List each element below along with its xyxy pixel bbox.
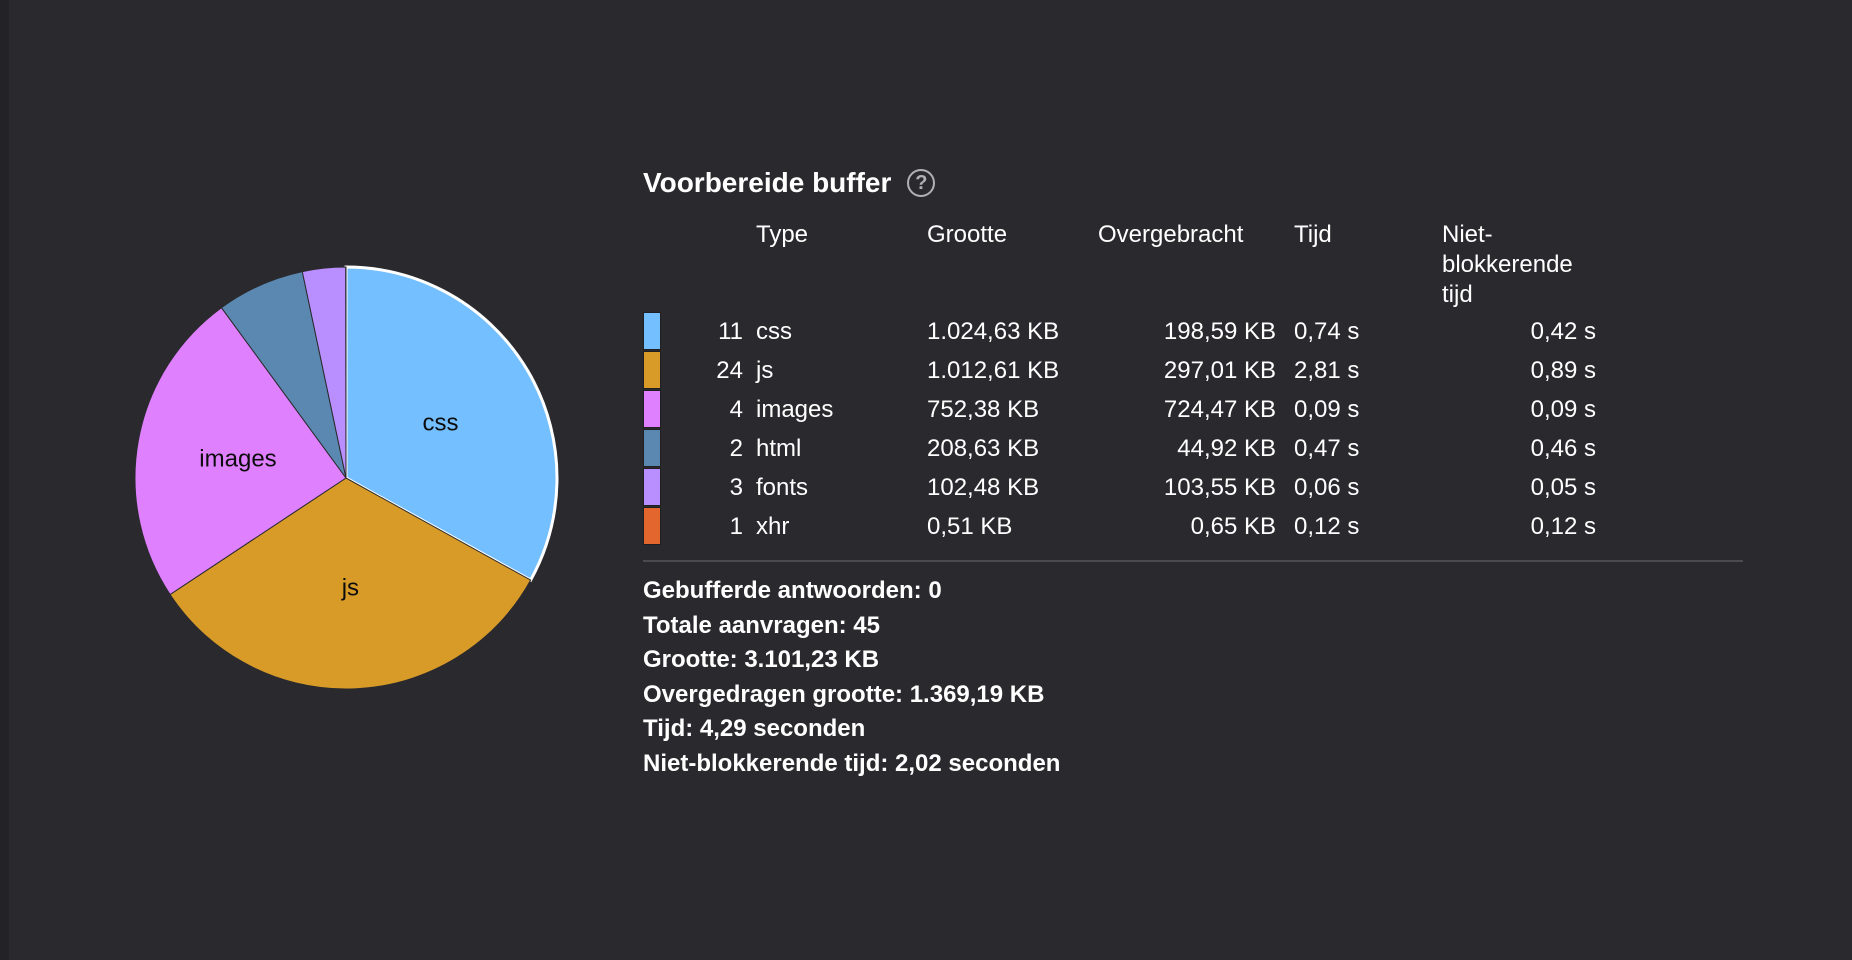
pie-slice-images[interactable] (134, 306, 347, 596)
row-transferred: 44,92 KB (1177, 434, 1276, 462)
row-count: 2 (729, 434, 743, 462)
row-count: 11 (718, 317, 743, 345)
summary-buffered: Gebufferde antwoorden: 0 (643, 577, 942, 604)
left-edge-strip (0, 0, 9, 960)
color-swatch (643, 468, 661, 506)
row-type: xhr (756, 512, 790, 540)
table-row: 3 fonts 102,48 KB 103,55 KB 0,06 s 0,05 s (643, 468, 1632, 507)
row-time: 0,09 s (1294, 395, 1360, 423)
row-nonblocking: 0,12 s (1530, 512, 1596, 540)
row-type: images (756, 395, 834, 423)
pie-label-images: images (199, 446, 276, 473)
row-nonblocking: 0,42 s (1530, 317, 1596, 345)
row-size: 102,48 KB (927, 473, 1040, 501)
table-row: 1 xhr 0,51 KB 0,65 KB 0,12 s 0,12 s (643, 507, 1632, 546)
table-row: 2 html 208,63 KB 44,92 KB 0,47 s 0,46 s (643, 429, 1632, 468)
swatch-cell (643, 468, 661, 507)
color-swatch (643, 507, 661, 545)
row-nonblocking: 0,89 s (1530, 356, 1596, 384)
row-count: 4 (729, 395, 743, 423)
row-transferred: 0,65 KB (1190, 512, 1276, 540)
row-type: js (756, 356, 774, 384)
row-size: 752,38 KB (927, 395, 1040, 423)
row-size: 1.012,61 KB (927, 356, 1060, 384)
color-swatch (643, 390, 661, 428)
row-time: 0,74 s (1294, 317, 1360, 345)
header-nonblocking: Niet- blokkerende tijd (1442, 220, 1632, 312)
stats-panel: Voorbereide buffer ? Type Grootte Overge… (643, 160, 1743, 781)
row-transferred: 297,01 KB (1163, 356, 1276, 384)
swatch-cell (643, 390, 661, 429)
swatch-cell (643, 312, 661, 351)
row-nonblocking: 0,09 s (1530, 395, 1596, 423)
row-type: css (756, 317, 792, 345)
color-swatch (643, 429, 661, 467)
table-header-row: Type Grootte Overgebracht Tijd Niet- blo… (643, 220, 1632, 312)
color-swatch (643, 351, 661, 389)
header-type: Type (756, 221, 809, 248)
header-size: Grootte (927, 221, 1008, 248)
row-count: 1 (729, 512, 743, 540)
panel-title: Voorbereide buffer (643, 167, 892, 198)
pie-slice-js[interactable] (169, 477, 532, 690)
row-transferred: 103,55 KB (1163, 473, 1276, 501)
pie-slice-css[interactable] (344, 265, 559, 583)
swatch-cell (643, 351, 661, 390)
divider (643, 560, 1743, 562)
row-time: 0,06 s (1294, 473, 1360, 501)
summary-size: Grootte: 3.101,23 KB (643, 646, 880, 673)
table-row: 24 js 1.012,61 KB 297,01 KB 2,81 s 0,89 s (643, 351, 1632, 390)
header-swatch (643, 220, 661, 312)
summary-time: Tijd: 4,29 seconden (643, 715, 866, 742)
row-transferred: 724,47 KB (1163, 395, 1276, 423)
summary-nonblocking: Niet-blokkerende tijd: 2,02 seconden (643, 749, 1061, 777)
pie-label-js: js (341, 575, 359, 602)
color-swatch (643, 312, 661, 350)
row-time: 0,47 s (1294, 434, 1360, 462)
pie-chart-svg: css js images (134, 265, 559, 690)
header-time: Tijd (1294, 221, 1332, 248)
row-count: 3 (729, 473, 743, 501)
panel-header: Voorbereide buffer ? (643, 160, 1743, 206)
summary-total-requests: Totale aanvragen: 45 (643, 611, 880, 639)
row-size: 208,63 KB (927, 434, 1040, 462)
stats-table: Type Grootte Overgebracht Tijd Niet- blo… (643, 220, 1632, 546)
header-count (661, 220, 756, 312)
row-time: 2,81 s (1294, 356, 1360, 384)
swatch-cell (643, 507, 661, 546)
summary: Gebufferde antwoorden: 0 Totale aanvrage… (643, 574, 1743, 781)
pie-chart: css js images (133, 265, 559, 691)
header-nonblocking-label: Niet- blokkerende tijd (1442, 221, 1573, 308)
row-size: 1.024,63 KB (927, 317, 1060, 345)
row-type: fonts (756, 473, 809, 501)
row-nonblocking: 0,46 s (1530, 434, 1596, 462)
row-type: html (756, 434, 802, 462)
summary-transferred: Overgedragen grootte: 1.369,19 KB (643, 680, 1045, 708)
swatch-cell (643, 429, 661, 468)
row-size: 0,51 KB (927, 512, 1013, 540)
pie-label-css: css (423, 409, 459, 436)
row-time: 0,12 s (1294, 512, 1360, 540)
question-circle-icon[interactable]: ? (907, 169, 936, 197)
table-row: 11 css 1.024,63 KB 198,59 KB 0,74 s 0,42 s (643, 312, 1632, 351)
row-count: 24 (716, 356, 743, 384)
row-transferred: 198,59 KB (1163, 317, 1276, 345)
table-row: 4 images 752,38 KB 724,47 KB 0,09 s 0,09 s (643, 390, 1632, 429)
row-nonblocking: 0,05 s (1530, 473, 1596, 501)
header-transferred: Overgebracht (1098, 221, 1244, 248)
